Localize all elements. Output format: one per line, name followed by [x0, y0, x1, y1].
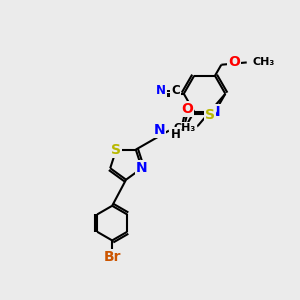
Text: N: N [154, 123, 165, 136]
Text: S: S [111, 142, 121, 157]
Text: S: S [205, 107, 215, 122]
Text: O: O [228, 56, 240, 69]
Text: N: N [156, 84, 166, 97]
Text: O: O [181, 102, 193, 116]
Text: Br: Br [103, 250, 121, 264]
Text: CH₃: CH₃ [174, 123, 196, 133]
Text: H: H [170, 128, 180, 141]
Text: C: C [171, 84, 180, 97]
Text: CH₃: CH₃ [253, 57, 275, 68]
Text: N: N [209, 105, 221, 119]
Text: N: N [136, 161, 148, 175]
